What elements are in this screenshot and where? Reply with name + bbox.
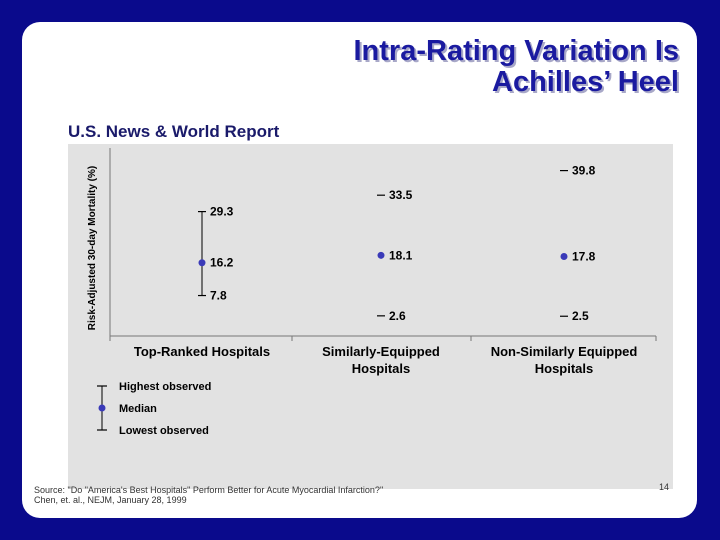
source-line-1: Source: "Do "America's Best Hospitals" P… <box>34 485 384 495</box>
high-value-label-1: 33.5 <box>389 188 413 202</box>
low-value-label-2: 2.5 <box>572 309 589 323</box>
range-chart: Risk-Adjusted 30-day Mortality (%) 29.3 16… <box>87 148 657 437</box>
page-number: 14 <box>659 482 670 492</box>
legend-median-marker <box>98 404 106 412</box>
category-label-1-1: Hospitals <box>352 361 411 376</box>
median-value-label-2: 17.8 <box>572 249 596 263</box>
low-value-label-0: 7.8 <box>210 289 227 303</box>
median-value-label-1: 18.1 <box>389 248 413 262</box>
category-label-2-0: Non-Similarly Equipped <box>491 344 638 359</box>
legend-label-lowest: Lowest observed <box>119 425 209 437</box>
chart-panel: Risk-Adjusted 30-day Mortality (%) 29.3 16… <box>68 144 673 489</box>
title-line-2: Achilles’ Heel <box>492 66 679 98</box>
low-value-label-1: 2.6 <box>389 309 406 323</box>
median-point-2 <box>560 252 568 260</box>
median-point-0 <box>198 259 206 267</box>
source-line-2: Chen, et. al., NEJM, January 28, 1999 <box>34 495 187 505</box>
title-line-1: Intra-Rating Variation Is <box>353 35 680 67</box>
median-point-1 <box>377 251 385 259</box>
slide-card: Intra-Rating Variation Is Achilles’ Heel… <box>22 22 697 518</box>
source-citation: Source: "Do "America's Best Hospitals" P… <box>34 485 383 505</box>
legend-label-highest: Highest observed <box>119 381 211 393</box>
legend-label-median: Median <box>119 403 157 415</box>
category-label-0-0: Top-Ranked Hospitals <box>134 344 270 359</box>
high-value-label-0: 29.3 <box>210 205 234 219</box>
category-label-2-1: Hospitals <box>535 361 594 376</box>
slide-title: Intra-Rating Variation Is Achilles’ Heel <box>159 35 680 98</box>
category-label-1-0: Similarly-Equipped <box>322 344 440 359</box>
high-value-label-2: 39.8 <box>572 164 596 178</box>
y-axis-label: Risk-Adjusted 30-day Mortality (%) <box>87 166 98 330</box>
median-value-label-0: 16.2 <box>210 256 234 270</box>
chart-subtitle: U.S. News & World Report <box>68 122 280 141</box>
